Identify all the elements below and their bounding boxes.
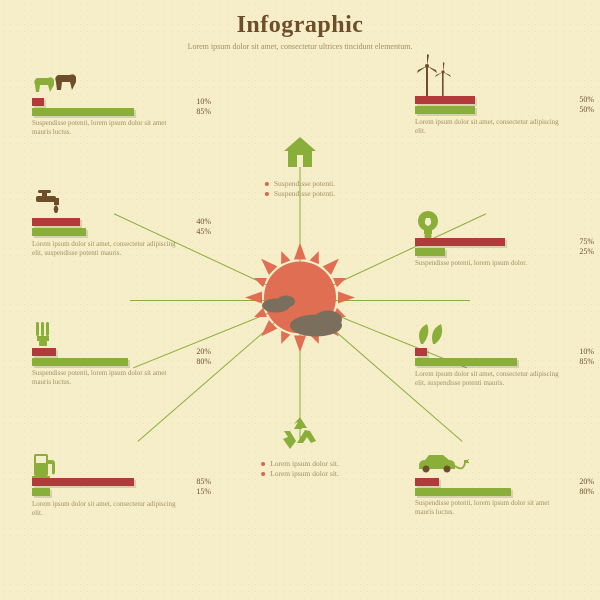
block-leaves: 10% 85% Lorem ipsum dolor sit amet, cons… (415, 320, 570, 389)
car-icon (415, 450, 471, 476)
pct: 20% (196, 347, 211, 356)
block-bulb: 75% 25% Suspendisse potenti, lorem ipsum… (415, 210, 570, 268)
pct: 80% (579, 487, 594, 496)
pct: 85% (579, 357, 594, 366)
bars: 10% 85% (415, 348, 570, 366)
bullets-top: Suspendisse potenti. Suspendisse potenti… (265, 178, 335, 199)
pct: 80% (196, 357, 211, 366)
block-cfl: 20% 80% Suspendisse potenti, lorem ipsum… (32, 320, 187, 387)
block-faucet: 40% 45% Lorem ipsum dolor sit amet, cons… (32, 190, 187, 259)
page-title: Infographic (237, 12, 364, 39)
fuel-icon (32, 450, 62, 476)
pct: 85% (196, 477, 211, 486)
pct: 10% (579, 347, 594, 356)
pct: 10% (196, 97, 211, 106)
wind-icon (415, 54, 445, 94)
desc: Lorem ipsum dolor sit amet, consectetur … (415, 118, 570, 137)
pct: 25% (579, 247, 594, 256)
bars: 20% 80% (32, 348, 187, 366)
pct: 45% (196, 227, 211, 236)
pct: 20% (579, 477, 594, 486)
bars: 40% 45% (32, 218, 187, 236)
bars: 75% 25% (415, 238, 570, 256)
cattle-icon (32, 70, 62, 96)
pct: 50% (579, 105, 594, 114)
cfl-icon (32, 320, 62, 346)
block-fuel: 85% 15% Lorem ipsum dolor sit amet, cons… (32, 450, 187, 519)
recycle-icon (277, 410, 323, 456)
bars: 20% 80% (415, 478, 570, 496)
desc: Suspendisse potenti, lorem ipsum dolor. (415, 259, 570, 268)
leaves-icon (415, 320, 445, 346)
pct: 40% (196, 217, 211, 226)
bullet-text: Suspendisse potenti. (274, 189, 335, 198)
desc: Lorem ipsum dolor sit amet, consectetur … (32, 500, 187, 519)
bars: 10% 85% (32, 98, 187, 116)
bullets-bottom: Lorem ipsum dolor sit. Lorem ipsum dolor… (261, 458, 339, 479)
sun-icon (235, 233, 365, 368)
bullet-text: Lorem ipsum dolor sit. (270, 459, 339, 468)
desc: Lorem ipsum dolor sit amet, consectetur … (32, 240, 187, 259)
desc: Suspendisse potenti, lorem ipsum dolor s… (415, 499, 570, 517)
pct: 75% (579, 237, 594, 246)
bullet-text: Suspendisse potenti. (274, 179, 335, 188)
block-cattle: 10% 85% Suspendisse potenti, lorem ipsum… (32, 70, 187, 137)
bulb-icon (415, 210, 445, 236)
block-car: 20% 80% Suspendisse potenti, lorem ipsum… (415, 450, 570, 517)
faucet-icon (32, 190, 62, 216)
page-subtitle: Lorem ipsum dolor sit amet, consectetur … (180, 42, 420, 53)
desc: Suspendisse potenti, lorem ipsum dolor s… (32, 369, 187, 387)
block-wind: 50% 50% Lorem ipsum dolor sit amet, cons… (415, 70, 570, 137)
pct: 85% (196, 107, 211, 116)
desc: Suspendisse potenti, lorem ipsum dolor s… (32, 119, 187, 137)
house-icon (277, 130, 323, 176)
bars: 50% 50% (415, 96, 570, 114)
desc: Lorem ipsum dolor sit amet, consectetur … (415, 370, 570, 389)
pct: 50% (579, 95, 594, 104)
pct: 15% (196, 487, 211, 496)
bars: 85% 15% (32, 478, 187, 496)
bullet-text: Lorem ipsum dolor sit. (270, 469, 339, 478)
